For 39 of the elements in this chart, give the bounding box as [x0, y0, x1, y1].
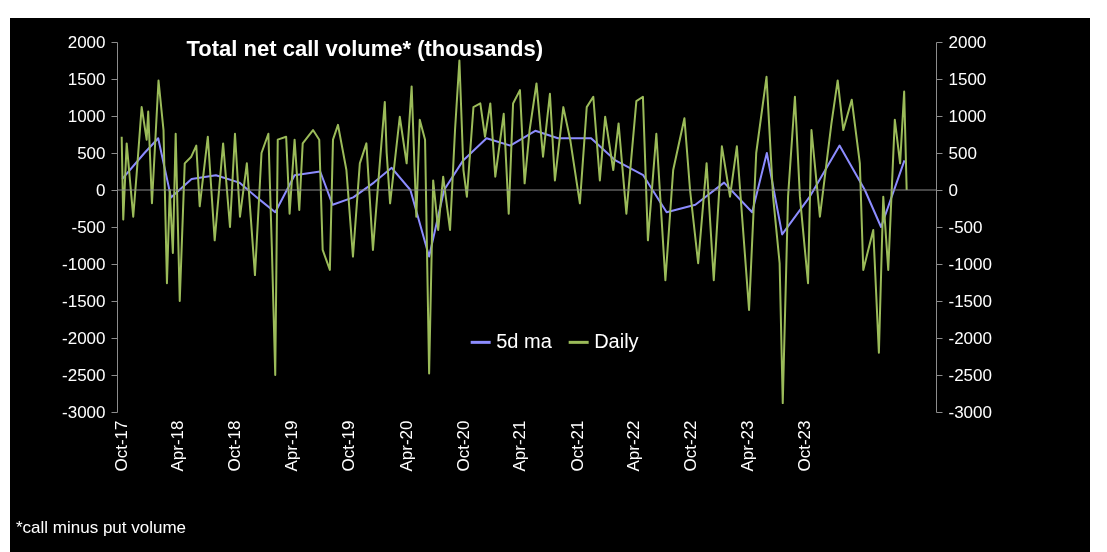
x-tick-label: Apr-18 — [168, 420, 188, 472]
x-tick-label: Oct-23 — [795, 420, 815, 472]
x-tick-label: Apr-21 — [510, 420, 530, 472]
x-tick-label: Apr-19 — [282, 420, 302, 472]
y2-tick-label: -2000 — [948, 328, 992, 348]
y-tick-label: 2000 — [67, 32, 106, 52]
y2-tick-label: 500 — [948, 143, 977, 163]
y2-tick-label: 2000 — [948, 32, 987, 52]
x-tick-label: Oct-21 — [567, 420, 587, 472]
legend-label: 5d ma — [496, 330, 553, 353]
y2-tick-label: -500 — [948, 217, 983, 237]
y-tick-label: -2000 — [62, 328, 106, 348]
y2-tick-label: -2500 — [948, 365, 992, 385]
x-tick-label: Apr-22 — [624, 420, 644, 472]
y-tick-label: 1000 — [67, 106, 106, 126]
x-tick-label: Oct-18 — [225, 420, 245, 472]
y-tick-label: 500 — [77, 143, 106, 163]
y2-tick-label: 1500 — [948, 69, 987, 89]
x-tick-label: Oct-20 — [453, 420, 473, 472]
y2-tick-label: -1500 — [948, 291, 992, 311]
y-tick-label: -1000 — [62, 254, 106, 274]
y-tick-label: -1500 — [62, 291, 106, 311]
x-tick-label: Apr-23 — [738, 420, 758, 472]
x-tick-label: Apr-20 — [396, 420, 416, 472]
y-tick-label: -3000 — [62, 402, 106, 422]
y-tick-label: -500 — [71, 217, 106, 237]
chart-title: Total net call volume* (thousands) — [186, 36, 544, 61]
y-tick-label: -2500 — [62, 365, 106, 385]
legend-label: Daily — [594, 330, 639, 353]
y2-tick-label: -1000 — [948, 254, 992, 274]
x-tick-label: Oct-19 — [339, 420, 359, 472]
x-tick-label: Oct-22 — [681, 420, 701, 472]
y-tick-label: 1500 — [67, 69, 106, 89]
y2-tick-label: 1000 — [948, 106, 987, 126]
y2-tick-label: -3000 — [948, 402, 992, 422]
y2-tick-label: 0 — [948, 180, 958, 200]
y-tick-label: 0 — [96, 180, 106, 200]
x-tick-label: Oct-17 — [111, 420, 131, 472]
text: *call minus put volume — [16, 518, 187, 538]
